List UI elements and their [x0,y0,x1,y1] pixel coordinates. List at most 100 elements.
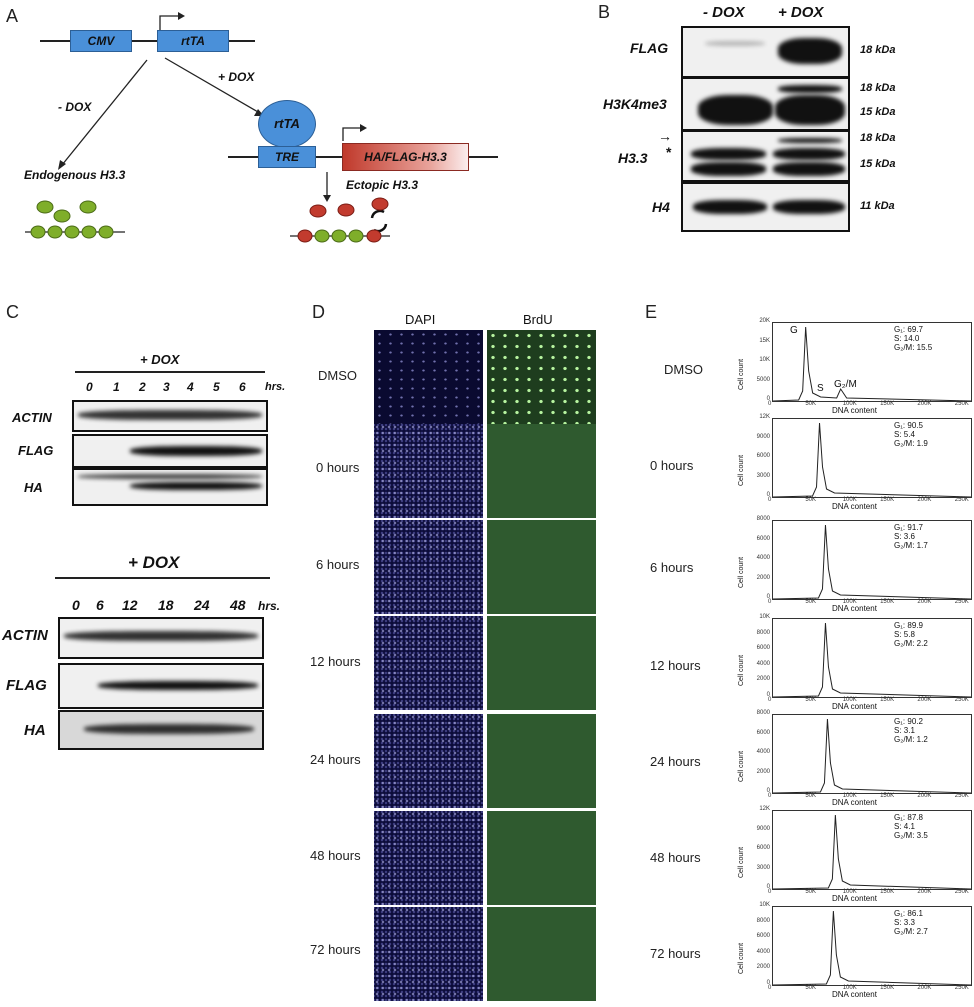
e-xtick: 0 [768,985,772,991]
e-xtick: 150K [880,697,895,703]
e-xtick: 250K [954,985,969,991]
e-xtick: 100K [842,985,857,991]
e-xtick: 100K [842,889,857,895]
b-star: * [666,144,672,160]
panel-letter-c: C [6,302,19,322]
e-ytick: 4000 [756,948,770,955]
c-bottom-dox: + DOX [128,553,180,572]
b-row-label: H3K4me3 [603,96,667,112]
e-xtick: 250K [954,697,969,703]
e-xtick: 100K [842,793,857,799]
d-row-label: 0 hours [316,460,360,475]
e-ytick: 2000 [756,768,770,775]
c-row-label: ACTIN [12,410,52,425]
d-image-brdu [487,424,596,518]
d-row-label: 12 hours [310,654,361,669]
d-row-label: 24 hours [310,752,361,767]
c-time-label: 12 [122,597,138,613]
e-xtick: 200K [917,985,932,991]
e-row-label: 48 hours [650,850,701,865]
e-xtick: 100K [842,401,857,407]
panel-letter-a: A [6,6,19,26]
c-time-label: 3 [163,380,170,394]
e-xlabel: DNA content [832,502,877,511]
e-ytick: 2000 [756,676,770,683]
d-image-dapi [374,520,483,614]
c-row-label: ACTIN [2,627,48,644]
e-histogram-curve [773,326,971,401]
vector-line [40,40,255,42]
e-histogram [772,520,972,600]
e-histogram [772,906,972,986]
c-time-label: 18 [158,597,174,613]
c-time-label: 6 [239,380,246,394]
e-stat-g1: G₁: 89.9 [894,621,923,630]
e-xtick: 0 [768,793,772,799]
e-row-label: 0 hours [650,458,694,473]
e-ytick: 2000 [756,964,770,971]
e-ytick: 8000 [756,629,770,636]
e-ytick: 8000 [756,516,770,522]
e-ylabel: Cell count [738,750,745,782]
e-ylabel: Cell count [738,846,745,878]
e-xtick: 50K [805,599,817,605]
e-histogram [772,714,972,794]
c-row-label: HA [24,480,43,495]
e-histogram-curve [773,718,971,793]
minus-dox-label: - DOX [58,100,92,114]
d-image-brdu [487,714,596,808]
e-stat-g2m: G₂/M: 3.5 [894,831,928,840]
b-blot-h4 [681,182,850,232]
b-arrow-icon: → [658,128,672,144]
e-ytick: 6000 [756,729,770,736]
d-row-label: 72 hours [310,942,361,957]
b-row-label: H4 [652,199,670,215]
ha-flag-h33-box: HA/FLAG-H3.3 [342,143,469,171]
b-blot-h3k4me3 [681,77,850,131]
e-xtick: 200K [917,401,932,407]
c-time-label: 0 [86,380,93,394]
e-stat-g1: G₁: 90.5 [894,421,923,430]
e-xtick: 0 [768,497,772,503]
e-histogram [772,322,972,402]
e-ytick: 2000 [756,574,770,581]
d-image-dapi [374,714,483,808]
e-histogram-line [773,910,971,985]
b-kda: 15 kDa [860,106,896,118]
e-xtick: 250K [954,599,969,605]
e-xlabel: DNA content [832,894,877,903]
e-ytick: 3000 [756,864,770,871]
e-ytick: 12K [759,414,770,420]
e-histogram-line [773,718,971,793]
e-xtick: 200K [917,793,932,799]
e-xtick: 50K [805,697,817,703]
e-ytick: 0 [766,492,770,498]
d-image-dapi [374,330,483,424]
e-row-label: 12 hours [650,658,701,673]
c-time-label: 5 [213,380,220,394]
e-xtick: 150K [880,793,895,799]
e-ytick: 0 [766,692,770,698]
nucleosome-illustration [30,197,389,243]
e-xtick: 200K [917,497,932,503]
c-bottom-blot-ha [58,710,264,750]
e-stat-g1: G₁: 87.8 [894,813,923,822]
e-stat-g1: G₁: 90.2 [894,717,923,726]
e-ytick: 9000 [756,433,770,440]
tre-box: TRE [258,146,316,168]
plus-dox-label: + DOX [218,70,255,84]
e-xtick: 0 [768,889,772,895]
e-xtick: 150K [880,599,895,605]
e-stat-g2m: G₂/M: 1.2 [894,735,928,744]
e-stat-g2m: G₂/M: 2.2 [894,639,928,648]
e-histogram-line [773,524,971,599]
panel-letter-d: D [312,302,325,322]
e-histogram-line [773,814,971,889]
e-xlabel: DNA content [832,604,877,613]
e-xtick: 250K [954,889,969,895]
d-image-brdu [487,330,596,424]
e-ytick: 0 [766,594,770,600]
rtta-circle: rtTA [258,100,316,148]
c-time-unit: hrs. [258,599,281,613]
e-stat-s: S: 3.3 [894,918,915,927]
